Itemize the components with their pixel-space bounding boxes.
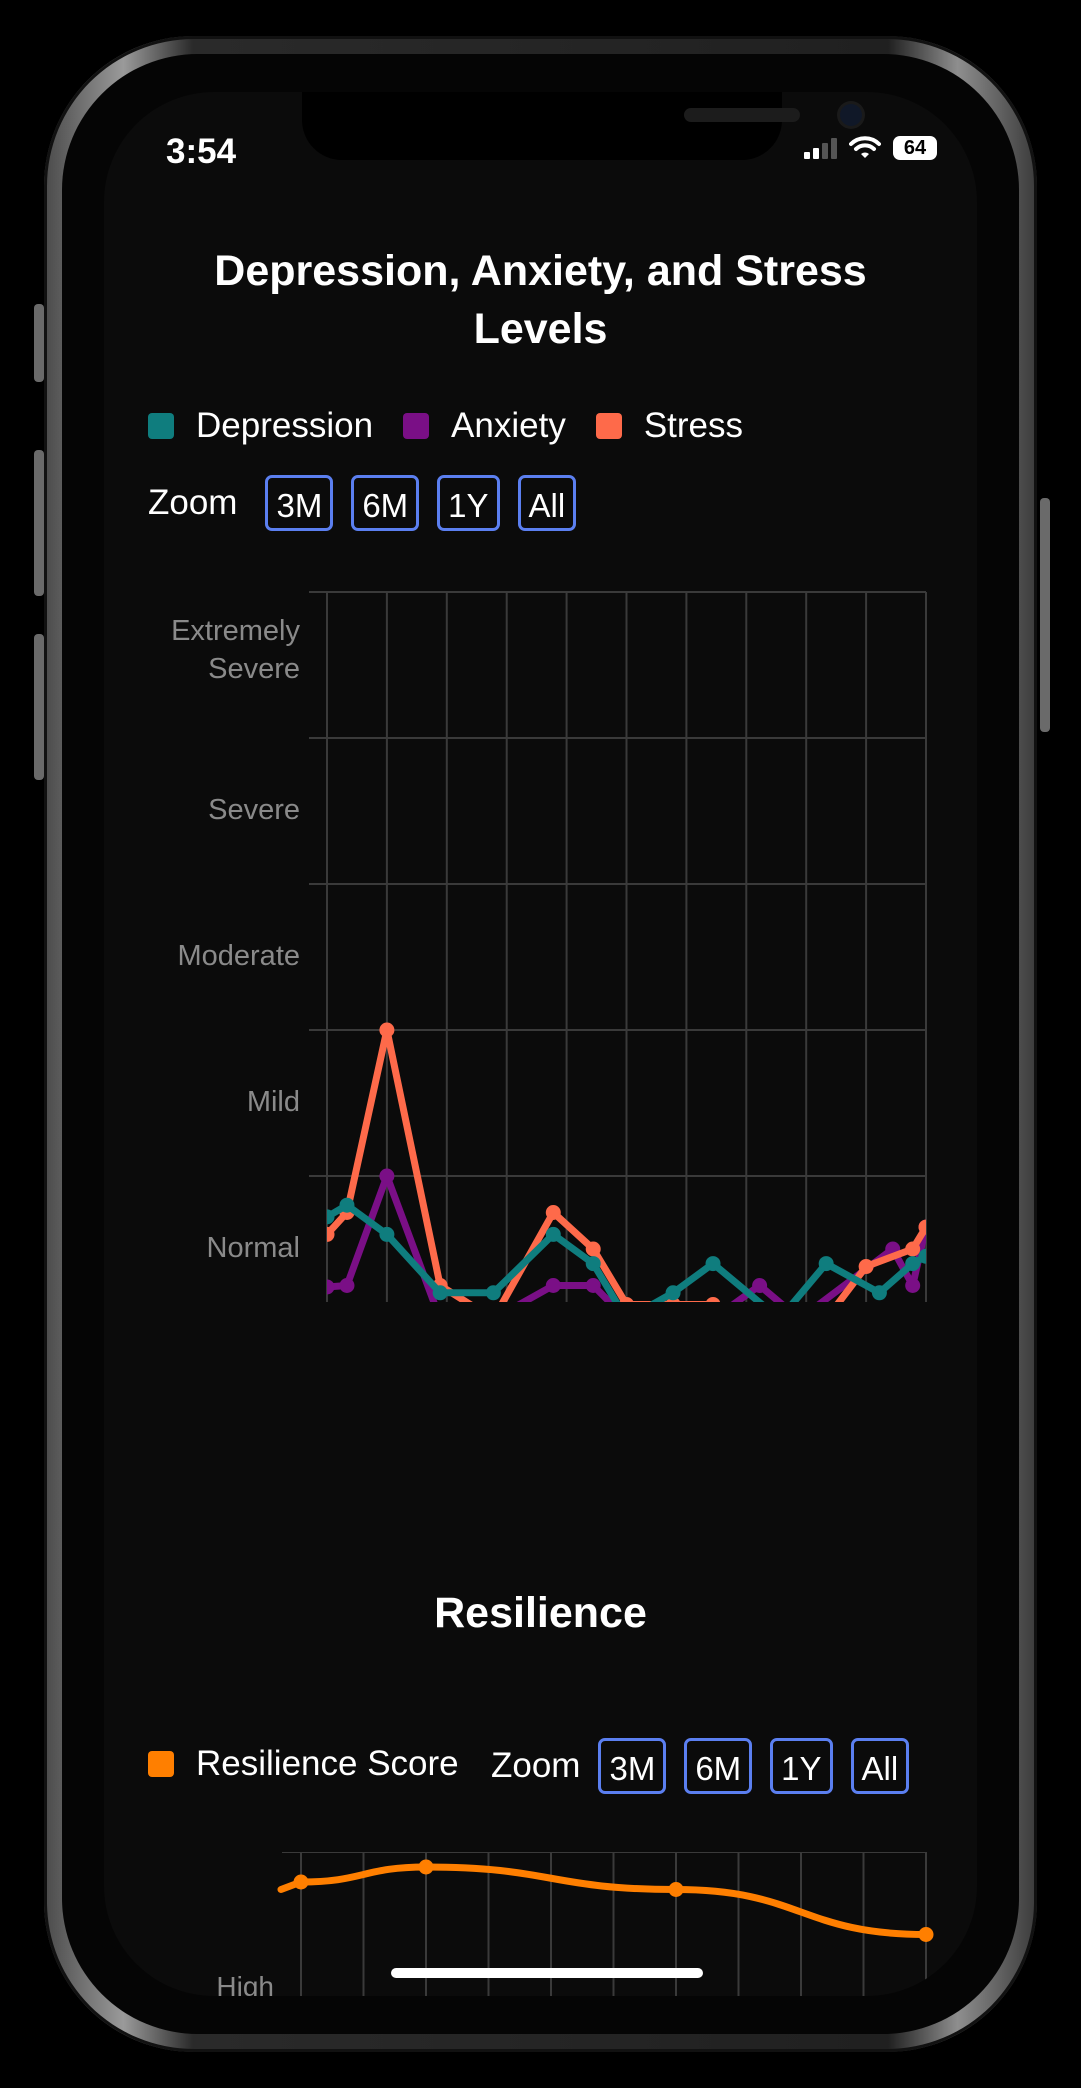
zoom-label: Zoom [148, 483, 238, 522]
cellular-signal-icon [804, 137, 837, 159]
dass-line-chart[interactable]: NormalMildModerateSevereExtremelySevere … [104, 582, 977, 1302]
data-point-resilience-score[interactable] [293, 1874, 309, 1890]
dass-y-tick-label: Mild [247, 1086, 300, 1118]
data-point-depression[interactable] [905, 1256, 921, 1272]
data-point-anxiety[interactable] [752, 1278, 768, 1293]
data-point-stress[interactable] [905, 1241, 921, 1257]
series-line-stress [327, 1026, 926, 1302]
resilience-chart-title: Resilience [434, 1589, 647, 1637]
data-point-anxiety[interactable] [339, 1278, 355, 1293]
resilience-series [277, 1859, 934, 1942]
data-point-anxiety[interactable] [320, 1279, 335, 1295]
power-button [1040, 498, 1050, 732]
dass-y-tick-label: Moderate [177, 940, 300, 972]
battery-icon: 64 [893, 136, 937, 160]
data-point-stress[interactable] [918, 1219, 934, 1235]
data-point-stress[interactable] [320, 1226, 335, 1242]
legend-item-stress[interactable]: Stress [595, 406, 744, 446]
resilience-zoom-controls: Zoom 3M 6M 1Y All [491, 1738, 910, 1794]
resilience-zoom-label: Zoom [491, 1746, 581, 1785]
dass-y-tick-label: Severe [208, 794, 300, 826]
data-point-depression[interactable] [339, 1197, 355, 1213]
resilience-zoom-6m-button[interactable]: 6M [684, 1738, 753, 1794]
volume-up-button [34, 450, 44, 596]
zoom-1y-button[interactable]: 1Y [437, 475, 500, 531]
screen: 3:54 64 Depression, Anxiety, and Stress … [104, 92, 977, 1996]
earpiece-speaker [684, 108, 800, 122]
zoom-3m-button[interactable]: 3M [265, 475, 334, 531]
resilience-legend: Resilience Score [148, 1744, 489, 1784]
data-point-stress[interactable] [379, 1022, 395, 1038]
data-point-stress[interactable] [619, 1296, 634, 1302]
front-camera [840, 104, 862, 126]
dass-chart-title: Depression, Anxiety, and Stress Levels [214, 247, 867, 353]
status-time: 3:54 [166, 132, 237, 171]
dass-series [320, 1022, 934, 1302]
data-point-depression[interactable] [918, 1248, 934, 1264]
data-point-anxiety[interactable] [905, 1278, 921, 1293]
zoom-all-button[interactable]: All [517, 475, 577, 531]
data-point-anxiety[interactable] [585, 1278, 601, 1293]
dass-legend: Depression Anxiety Stress [148, 406, 773, 446]
resilience-y-label-high: High [216, 1971, 274, 1996]
data-point-depression[interactable] [585, 1256, 601, 1272]
volume-down-button [34, 634, 44, 780]
data-point-depression[interactable] [432, 1285, 448, 1301]
legend-label-stress: Stress [643, 406, 744, 445]
series-line-resilience-score [277, 1863, 930, 1938]
mute-switch [34, 304, 44, 382]
dass-y-tick-label: Severe [208, 653, 300, 685]
data-point-depression[interactable] [871, 1285, 887, 1301]
notch [302, 92, 862, 160]
data-point-stress[interactable] [858, 1259, 874, 1275]
dass-y-tick-label: Normal [207, 1232, 300, 1264]
resilience-zoom-1y-button[interactable]: 1Y [770, 1738, 833, 1794]
data-point-stress[interactable] [585, 1241, 601, 1257]
dass-y-tick-label: Extremely [171, 615, 300, 647]
legend-swatch-resilience [148, 1751, 174, 1777]
data-point-stress[interactable] [705, 1296, 721, 1302]
legend-swatch-anxiety [403, 413, 430, 439]
dass-zoom-controls: Zoom 3M 6M 1Y All [148, 475, 577, 531]
legend-label-resilience-score: Resilience Score [196, 1744, 459, 1783]
series-line-depression [327, 1201, 926, 1302]
data-point-depression[interactable] [818, 1256, 834, 1272]
status-icons: 64 [804, 136, 937, 160]
data-point-depression[interactable] [320, 1209, 335, 1225]
resilience-zoom-3m-button[interactable]: 3M [598, 1738, 667, 1794]
data-point-resilience-score[interactable] [418, 1859, 434, 1875]
legend-swatch-stress [595, 413, 622, 439]
dass-grid [309, 591, 927, 1302]
data-point-depression[interactable] [379, 1226, 395, 1242]
data-point-stress[interactable] [545, 1205, 561, 1220]
data-point-anxiety[interactable] [379, 1168, 395, 1184]
resilience-zoom-all-button[interactable]: All [850, 1738, 910, 1794]
data-point-anxiety[interactable] [545, 1278, 561, 1293]
home-indicator[interactable] [391, 1968, 703, 1978]
legend-item-depression[interactable]: Depression [148, 406, 373, 446]
data-point-resilience-score[interactable] [668, 1882, 684, 1897]
data-point-depression[interactable] [705, 1256, 721, 1272]
series-depression [320, 1197, 934, 1302]
legend-swatch-depression [148, 413, 174, 439]
legend-label-depression: Depression [196, 406, 374, 445]
legend-item-anxiety[interactable]: Anxiety [403, 406, 566, 446]
data-point-depression[interactable] [485, 1285, 501, 1301]
wifi-icon [849, 136, 881, 158]
data-point-depression[interactable] [545, 1226, 561, 1242]
legend-item-resilience-score[interactable]: Resilience Score [148, 1744, 459, 1784]
zoom-6m-button[interactable]: 6M [351, 475, 420, 531]
legend-label-anxiety: Anxiety [451, 406, 566, 445]
data-point-resilience-score[interactable] [918, 1927, 934, 1942]
dass-y-axis-labels: Normal Mild Moderate Severe Extremely Severe [171, 615, 300, 1264]
data-point-depression[interactable] [665, 1285, 681, 1301]
